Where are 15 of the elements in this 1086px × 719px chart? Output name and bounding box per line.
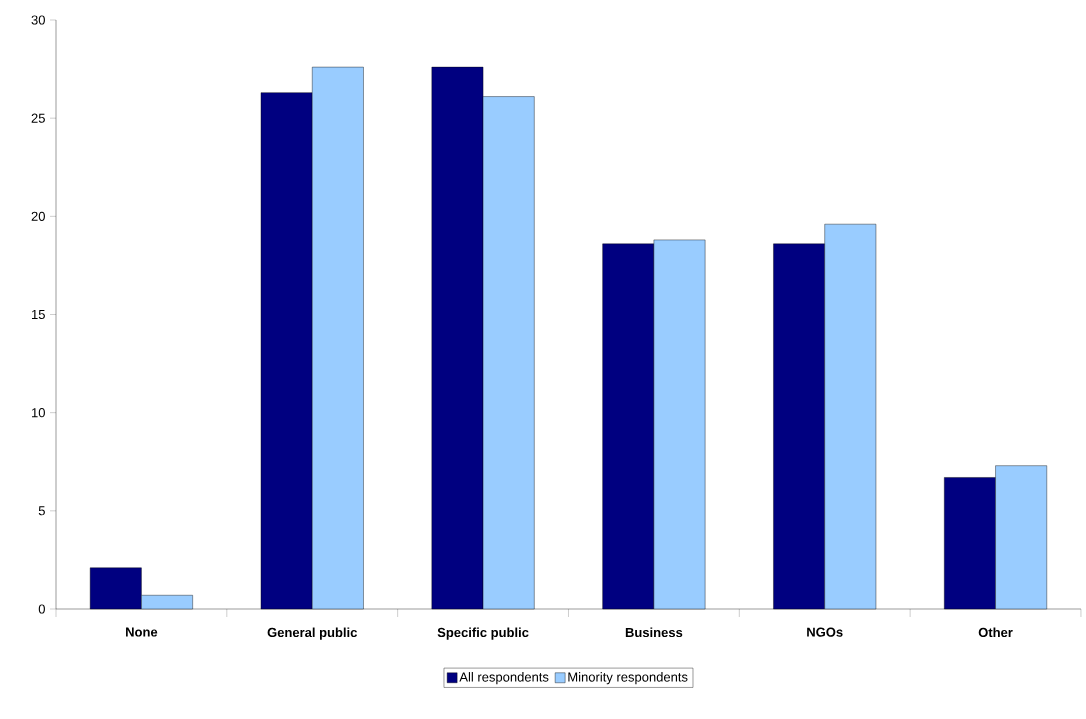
y-tick-label: 25 — [31, 113, 45, 123]
y-tick-label: 15 — [31, 309, 45, 320]
y-tick-label: 20 — [31, 211, 45, 221]
x-tick-label: NGOs — [807, 627, 843, 637]
y-tick-label: 0 — [38, 604, 45, 614]
y-tick-label: 30 — [31, 15, 45, 25]
y-tick-label: 5 — [38, 506, 45, 516]
y-tick-label: 10 — [31, 408, 45, 418]
x-tick-label: Other — [978, 627, 1013, 638]
x-tick-label: None — [126, 627, 158, 637]
legend-label: Minority respondents — [568, 672, 688, 685]
x-tick-label: General public — [267, 627, 357, 640]
x-tick-label: Specific public — [437, 627, 529, 640]
legend-label: All respondents — [459, 672, 549, 685]
x-tick-label: Business — [625, 627, 683, 638]
